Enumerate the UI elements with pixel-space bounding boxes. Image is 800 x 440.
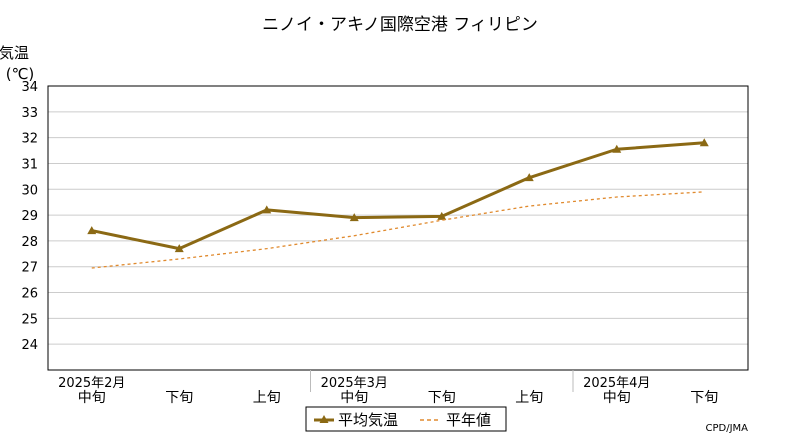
- y-tick-label-25: 25: [21, 312, 38, 327]
- x-tick-label: 中旬: [603, 390, 631, 406]
- y-tick-label-31: 31: [21, 157, 38, 172]
- series-layer: [87, 138, 709, 269]
- plot-frame: [47, 85, 749, 371]
- legend: 平均気温 平年値: [305, 406, 507, 432]
- x-tick-label: 下旬: [690, 390, 718, 406]
- x-tick-label: 下旬: [165, 390, 193, 406]
- x-month-label: 2025年4月: [583, 376, 650, 391]
- legend-marker-average: [319, 415, 329, 423]
- plot-border: [47, 85, 749, 371]
- data-point: [437, 211, 447, 220]
- y-tick-label-26: 26: [21, 287, 38, 302]
- y-tick-label-34: 34: [21, 80, 38, 95]
- legend-label-average: 平均気温: [338, 411, 398, 429]
- credit-label: CPD/JMA: [706, 423, 749, 434]
- y-tick-label-29: 29: [21, 209, 38, 224]
- series-line-1: [91, 191, 705, 269]
- y-tick-label-30: 30: [21, 183, 38, 198]
- x-tick-label: 上旬: [253, 390, 281, 406]
- x-tick-label: 中旬: [340, 390, 368, 406]
- data-point: [349, 213, 359, 222]
- chart-title: ニノイ・アキノ国際空港 フィリピン: [262, 15, 538, 35]
- y-tick-label-27: 27: [21, 261, 38, 276]
- data-point: [524, 173, 534, 182]
- data-point: [87, 226, 97, 235]
- legend-label-normal: 平年値: [446, 411, 491, 429]
- y-axis-label-line1: 気温: [0, 44, 29, 62]
- y-tick-label-24: 24: [21, 338, 38, 353]
- y-axis-ticks: 24 25 26 27 28 29 30 31 32 33 34: [21, 80, 38, 353]
- data-point: [699, 138, 709, 147]
- x-tick-label: 下旬: [428, 390, 456, 406]
- data-point: [262, 205, 272, 214]
- y-tick-label-32: 32: [21, 132, 38, 147]
- x-month-label: 2025年2月: [58, 376, 125, 391]
- data-point: [174, 244, 184, 253]
- data-point: [612, 144, 622, 153]
- y-tick-label-33: 33: [21, 106, 38, 121]
- y-tick-label-28: 28: [21, 235, 38, 250]
- x-tick-label: 中旬: [78, 390, 106, 406]
- series-line-0: [91, 141, 705, 251]
- x-tick-label: 上旬: [515, 390, 543, 406]
- grid: [48, 85, 748, 345]
- x-month-label: 2025年3月: [321, 376, 388, 391]
- y-axis-label-line2: (℃): [6, 65, 35, 83]
- legend-box: [305, 406, 507, 432]
